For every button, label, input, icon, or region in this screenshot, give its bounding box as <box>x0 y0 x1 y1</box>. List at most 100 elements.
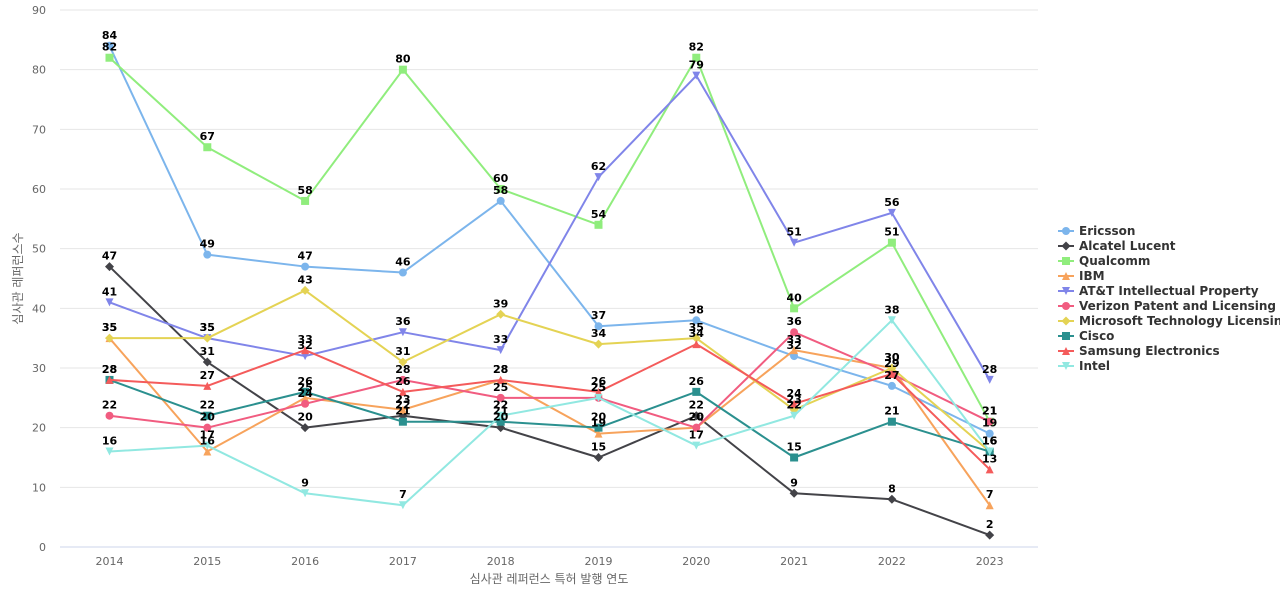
legend-symbol <box>1062 257 1070 265</box>
data-label: 56 <box>884 196 900 209</box>
data-point <box>985 501 994 510</box>
x-tick-label: 2016 <box>291 555 319 568</box>
legend-item-ibm[interactable]: IBM <box>1058 269 1105 283</box>
data-point <box>496 346 505 355</box>
data-label: 22 <box>493 399 508 412</box>
data-label: 20 <box>493 411 509 424</box>
x-axis-title: 심사관 레퍼런스 특허 발행 연도 <box>470 571 629 586</box>
data-point <box>301 262 310 271</box>
series-at-t-intellectual-property <box>105 71 994 384</box>
data-label: 60 <box>493 172 509 185</box>
data-label: 28 <box>982 363 997 376</box>
data-point <box>790 238 799 247</box>
data-point <box>398 328 407 337</box>
legend-item-cisco[interactable]: Cisco <box>1058 329 1114 343</box>
data-point <box>692 340 701 349</box>
series-cisco <box>105 375 994 462</box>
y-tick-label: 30 <box>32 362 46 375</box>
legend-label: Intel <box>1079 359 1110 373</box>
data-point <box>790 411 799 420</box>
data-label: 38 <box>689 303 704 316</box>
data-point <box>691 411 701 421</box>
data-label: 28 <box>395 363 410 376</box>
data-label: 23 <box>395 393 410 406</box>
data-label: 40 <box>786 291 802 304</box>
legend-symbol <box>1062 347 1070 355</box>
data-point <box>105 262 114 272</box>
data-point <box>692 316 701 325</box>
data-point <box>202 357 212 367</box>
data-label: 26 <box>297 375 313 388</box>
x-tick-label: 2014 <box>96 555 124 568</box>
data-point <box>887 494 897 504</box>
data-label: 31 <box>395 345 410 358</box>
data-label: 46 <box>395 256 411 269</box>
data-label: 34 <box>689 327 705 340</box>
data-label: 20 <box>200 411 216 424</box>
data-point <box>496 411 505 420</box>
legend-symbol <box>1062 332 1070 340</box>
y-tick-label: 40 <box>32 302 46 315</box>
data-label: 25 <box>591 381 606 394</box>
data-point <box>790 399 799 408</box>
legend-item-ericsson[interactable]: Ericsson <box>1058 224 1135 238</box>
data-label: 35 <box>200 321 215 334</box>
data-label: 43 <box>297 273 312 286</box>
data-label: 22 <box>786 399 801 412</box>
data-label: 32 <box>786 339 801 352</box>
data-label: 26 <box>689 375 705 388</box>
data-point <box>985 447 994 456</box>
data-point <box>692 423 701 432</box>
x-tick-label: 2022 <box>878 555 906 568</box>
data-label: 20 <box>297 411 313 424</box>
data-point <box>985 375 994 384</box>
x-tick-label: 2023 <box>976 555 1004 568</box>
data-point <box>105 298 114 307</box>
legend-item-microsoft-technology-licensing[interactable]: Microsoft Technology Licensing <box>1058 314 1280 328</box>
data-point <box>594 429 603 438</box>
legend-item-samsung-electronics[interactable]: Samsung Electronics <box>1058 344 1220 358</box>
data-point <box>203 447 212 456</box>
legend-item-qualcomm[interactable]: Qualcomm <box>1058 254 1150 268</box>
data-point <box>692 387 701 396</box>
data-point <box>301 399 310 408</box>
data-label: 80 <box>395 53 411 66</box>
data-point <box>496 393 505 402</box>
legend-item-at-t-intellectual-property[interactable]: AT&T Intellectual Property <box>1058 284 1259 298</box>
data-label: 34 <box>591 327 607 340</box>
data-point <box>203 143 212 152</box>
data-label: 9 <box>790 476 798 489</box>
x-tick-label: 2021 <box>780 555 808 568</box>
data-label: 37 <box>591 309 606 322</box>
data-point <box>887 417 896 426</box>
data-point <box>887 208 896 217</box>
legend-item-intel[interactable]: Intel <box>1058 359 1110 373</box>
legend-item-verizon-patent-and-licensing[interactable]: Verizon Patent and Licensing <box>1058 299 1276 313</box>
y-axis-title: 심사관 레퍼런스수 <box>11 232 25 324</box>
data-label: 17 <box>200 429 215 442</box>
series-intel <box>105 316 994 510</box>
data-point <box>301 387 310 396</box>
data-point <box>985 530 995 540</box>
data-point <box>105 411 114 420</box>
data-label: 35 <box>689 321 704 334</box>
data-label: 51 <box>786 226 801 239</box>
data-point <box>887 381 896 390</box>
data-label: 20 <box>689 411 705 424</box>
series-line <box>108 378 991 459</box>
data-label: 19 <box>591 417 606 430</box>
data-point <box>887 316 896 325</box>
legend-item-alcatel-lucent[interactable]: Alcatel Lucent <box>1058 239 1176 253</box>
data-label: 8 <box>888 482 896 495</box>
data-label: 21 <box>982 405 997 418</box>
data-point <box>203 423 212 432</box>
data-label: 26 <box>591 375 607 388</box>
data-label: 31 <box>200 345 215 358</box>
data-point <box>789 488 799 498</box>
data-point <box>594 173 603 182</box>
series-line <box>108 74 991 381</box>
data-point <box>790 328 799 337</box>
data-label: 21 <box>395 405 410 418</box>
